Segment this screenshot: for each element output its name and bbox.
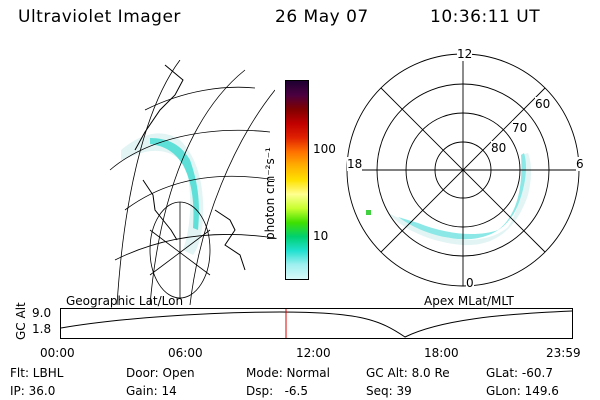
colorbar-tick-10: 10	[313, 229, 329, 243]
mlt-0-label: 0	[466, 276, 474, 290]
lat-80-label: 80	[491, 141, 507, 155]
polar-grid	[346, 53, 580, 287]
lat-70-label: 70	[512, 121, 528, 135]
altitude-xtick-1200: 12:00	[296, 346, 331, 360]
gc-alt-readout: GC Alt: 8.0 Re	[366, 366, 450, 380]
coastline	[134, 64, 246, 271]
mlt-18-label: 18	[347, 157, 363, 171]
aurora-oval-bright	[150, 138, 200, 230]
seq-readout: Seq: 39	[366, 384, 412, 398]
door-readout: Door: Open	[126, 366, 195, 380]
altitude-plot	[60, 308, 573, 339]
glon-readout: GLon: 149.6	[486, 384, 559, 398]
ip-readout: IP: 36.0	[10, 384, 56, 398]
intensity-colorbar	[285, 80, 309, 280]
mlt-12-label: 12	[457, 47, 473, 61]
geographic-map	[109, 60, 275, 305]
magnetic-polar-plot	[346, 53, 580, 287]
altitude-xtick-2359: 23:59	[546, 346, 581, 360]
altitude-plot-frame	[60, 308, 573, 339]
colorbar-tick-100: 100	[313, 142, 336, 156]
filter-readout: Flt: LBHL	[10, 366, 64, 380]
observation-time: 10:36:11 UT	[430, 7, 541, 27]
right-panel-caption: Apex MLat/MLT	[424, 294, 514, 308]
lat-60-label: 60	[535, 97, 551, 111]
altitude-tick-high: 9.0	[32, 306, 52, 320]
instrument-title: Ultraviolet Imager	[18, 7, 181, 27]
green-speck	[366, 210, 371, 215]
colorbar-unit-label: photon cm⁻²s⁻¹	[263, 147, 277, 240]
altitude-ylabel: GC Alt	[14, 302, 28, 340]
altitude-xtick-1800: 18:00	[424, 346, 459, 360]
aurora-oval-outer	[121, 133, 204, 255]
altitude-xtick-0000: 00:00	[40, 346, 75, 360]
left-panel-caption: Geographic Lat/Lon	[66, 294, 184, 308]
aurora-oval-bright	[398, 153, 526, 240]
mode-readout: Mode: Normal	[246, 366, 330, 380]
altitude-curve	[60, 310, 573, 338]
altitude-tick-low: 1.8	[32, 322, 52, 336]
observation-date: 26 May 07	[275, 7, 369, 27]
dsp-readout: Dsp: -6.5	[246, 384, 309, 398]
gain-readout: Gain: 14	[126, 384, 177, 398]
geographic-graticule	[109, 60, 275, 305]
glat-readout: GLat: -60.7	[486, 366, 553, 380]
altitude-xtick-0600: 06:00	[168, 346, 203, 360]
mlt-6-label: 6	[576, 157, 584, 171]
